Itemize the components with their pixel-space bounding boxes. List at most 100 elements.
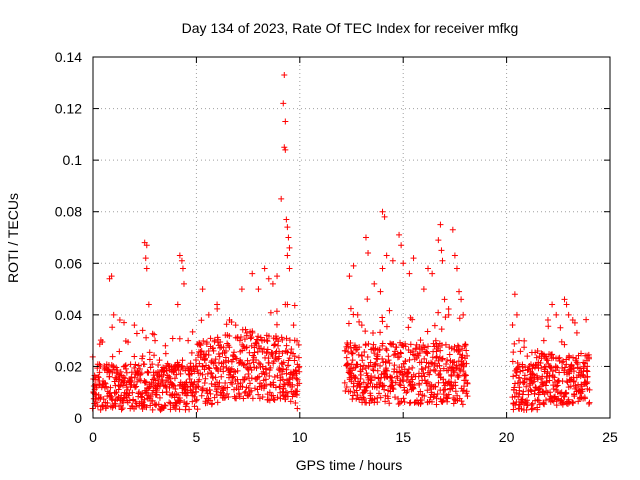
data-point <box>570 365 577 372</box>
data-point <box>544 357 551 364</box>
data-point <box>509 321 516 328</box>
data-point <box>535 397 542 404</box>
data-point <box>546 395 553 402</box>
data-point <box>386 307 393 314</box>
data-point <box>283 335 290 342</box>
data-point <box>132 361 139 368</box>
data-point <box>294 337 301 344</box>
data-point <box>135 362 142 369</box>
data-point <box>193 363 200 370</box>
data-point <box>151 331 158 338</box>
data-point <box>421 355 428 362</box>
data-point <box>259 394 266 401</box>
data-point <box>347 339 354 346</box>
data-point <box>383 345 390 352</box>
data-point <box>416 350 423 357</box>
data-point <box>547 389 554 396</box>
data-point <box>249 270 256 277</box>
data-point <box>234 367 241 374</box>
data-point <box>271 341 278 348</box>
data-point <box>196 360 203 367</box>
data-point <box>563 378 570 385</box>
data-point <box>438 247 445 254</box>
data-point <box>220 344 227 351</box>
data-point <box>207 335 214 342</box>
x-tick-label: 15 <box>395 429 411 445</box>
data-point <box>425 363 432 370</box>
data-point <box>183 400 190 407</box>
data-point <box>129 389 136 396</box>
data-point <box>277 377 284 384</box>
data-point <box>426 371 433 378</box>
data-point <box>241 389 248 396</box>
data-point <box>236 391 243 398</box>
data-point <box>349 396 356 403</box>
data-point <box>272 354 279 361</box>
data-point <box>137 371 144 378</box>
data-point <box>560 358 567 365</box>
data-point <box>451 396 458 403</box>
data-point <box>271 396 278 403</box>
data-point <box>437 367 444 374</box>
data-point <box>563 361 570 368</box>
data-point <box>216 379 223 386</box>
data-point <box>280 359 287 366</box>
data-point <box>354 392 361 399</box>
data-point <box>203 351 210 358</box>
data-point <box>364 383 371 390</box>
data-point <box>283 342 290 349</box>
data-point <box>569 400 576 407</box>
data-point <box>455 343 462 350</box>
data-point <box>464 379 471 386</box>
data-point <box>192 356 199 363</box>
data-point <box>222 379 229 386</box>
data-point <box>156 394 163 401</box>
data-point <box>350 262 357 269</box>
data-point <box>438 326 445 333</box>
data-point <box>226 333 233 340</box>
data-point <box>356 381 363 388</box>
data-point <box>439 355 446 362</box>
data-point <box>178 362 185 369</box>
data-point <box>433 395 440 402</box>
data-point <box>127 377 134 384</box>
data-point <box>359 366 366 373</box>
data-point <box>402 340 409 347</box>
data-point <box>425 265 432 272</box>
data-point <box>517 368 524 375</box>
data-point <box>264 338 271 345</box>
data-point <box>224 390 231 397</box>
data-point <box>295 364 302 371</box>
data-point <box>226 317 233 324</box>
data-point <box>151 352 158 359</box>
data-point <box>207 390 214 397</box>
data-point <box>400 395 407 402</box>
data-point <box>459 401 466 408</box>
data-point <box>146 356 153 363</box>
data-point <box>510 373 517 380</box>
data-point <box>149 397 156 404</box>
data-point <box>342 347 349 354</box>
data-point <box>129 397 136 404</box>
data-point <box>369 366 376 373</box>
data-point <box>285 362 292 369</box>
data-point <box>586 399 593 406</box>
data-point <box>278 334 285 341</box>
data-point <box>432 337 439 344</box>
data-point <box>420 286 427 293</box>
data-point <box>284 389 291 396</box>
x-tick-label: 5 <box>193 429 201 445</box>
data-point <box>445 305 452 312</box>
data-point <box>213 364 220 371</box>
data-point <box>345 343 352 350</box>
data-point <box>421 344 428 351</box>
data-point <box>143 404 150 411</box>
data-point <box>533 354 540 361</box>
data-point <box>191 393 198 400</box>
data-point <box>286 265 293 272</box>
data-point <box>162 402 169 409</box>
data-point <box>509 358 516 365</box>
data-point <box>105 367 112 374</box>
data-point <box>511 340 518 347</box>
data-point <box>244 365 251 372</box>
